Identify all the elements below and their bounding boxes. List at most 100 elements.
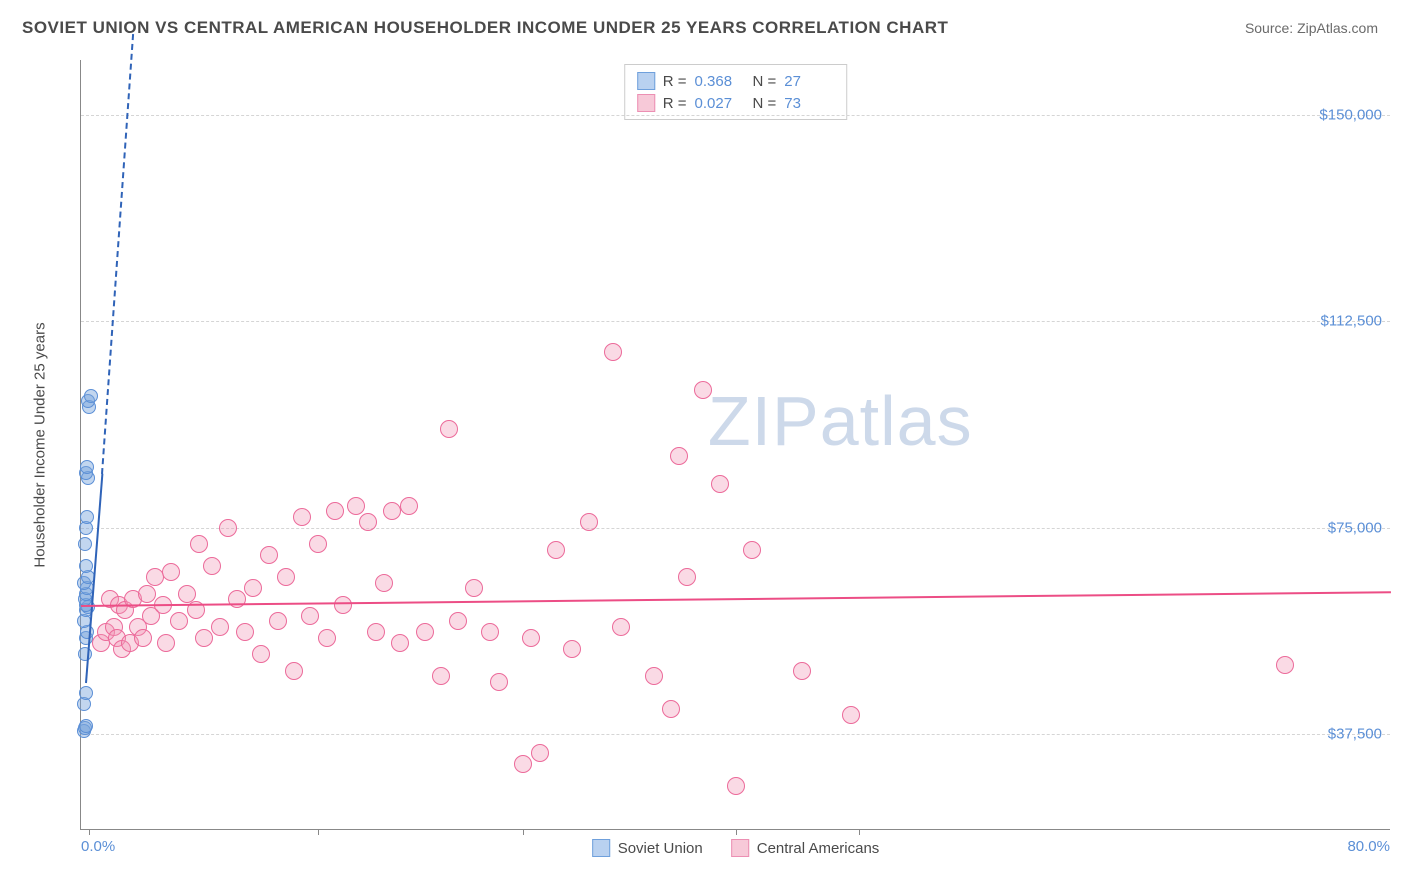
legend-r-value: 0.027 <box>695 95 745 112</box>
x-tick <box>318 829 319 835</box>
gridline <box>81 115 1390 116</box>
legend-row: R = 0.027 N = 73 <box>637 92 835 114</box>
data-point <box>190 535 208 553</box>
data-point <box>842 706 860 724</box>
data-point <box>79 719 93 733</box>
data-point <box>694 381 712 399</box>
data-point <box>80 460 94 474</box>
legend-row: R =0.368N =27 <box>637 70 835 92</box>
legend-n-value: 73 <box>784 95 834 112</box>
x-tick <box>859 829 860 835</box>
legend-item: Central Americans <box>731 839 880 857</box>
y-axis-label: Householder Income Under 25 years <box>32 322 49 567</box>
plot-area: ZIPatlas R =0.368N =27R =0.027N =73 Sovi… <box>80 60 1390 830</box>
y-tick-label: $112,500 <box>1321 313 1382 330</box>
data-point <box>78 647 92 661</box>
watermark: ZIPatlas <box>708 381 973 461</box>
data-point <box>236 623 254 641</box>
y-tick-label: $75,000 <box>1328 519 1382 536</box>
data-point <box>793 662 811 680</box>
chart-container: Householder Income Under 25 years ZIPatl… <box>50 60 1390 830</box>
data-point <box>662 700 680 718</box>
data-point <box>301 607 319 625</box>
trend-line-extension <box>101 33 134 473</box>
data-point <box>285 662 303 680</box>
y-tick-label: $150,000 <box>1319 107 1382 124</box>
data-point <box>416 623 434 641</box>
legend-swatch <box>637 94 655 112</box>
data-point <box>432 667 450 685</box>
data-point <box>309 535 327 553</box>
data-point <box>580 513 598 531</box>
data-point <box>269 612 287 630</box>
data-point <box>219 519 237 537</box>
data-point <box>1276 656 1294 674</box>
data-point <box>514 755 532 773</box>
legend-label: Soviet Union <box>618 840 703 857</box>
data-point <box>84 389 98 403</box>
data-point <box>203 557 221 575</box>
data-point <box>138 585 156 603</box>
data-point <box>391 634 409 652</box>
data-point <box>612 618 630 636</box>
data-point <box>367 623 385 641</box>
trend-line <box>81 591 1391 607</box>
chart-title: SOVIET UNION VS CENTRAL AMERICAN HOUSEHO… <box>22 18 948 38</box>
x-tick <box>736 829 737 835</box>
data-point <box>678 568 696 586</box>
data-point <box>359 513 377 531</box>
data-point <box>743 541 761 559</box>
legend-r-label: R = <box>663 73 687 90</box>
data-point <box>490 673 508 691</box>
gridline <box>81 734 1390 735</box>
data-point <box>195 629 213 647</box>
data-point <box>449 612 467 630</box>
data-point <box>711 475 729 493</box>
legend-item: Soviet Union <box>592 839 703 857</box>
data-point <box>157 634 175 652</box>
data-point <box>481 623 499 641</box>
data-point <box>531 744 549 762</box>
data-point <box>318 629 336 647</box>
gridline <box>81 528 1390 529</box>
data-point <box>522 629 540 647</box>
data-point <box>334 596 352 614</box>
gridline <box>81 321 1390 322</box>
data-point <box>260 546 278 564</box>
data-point <box>170 612 188 630</box>
data-point <box>604 343 622 361</box>
legend-n-value: 27 <box>784 73 834 90</box>
data-point <box>244 579 262 597</box>
data-point <box>146 568 164 586</box>
legend-n-label: N = <box>753 95 777 112</box>
data-point <box>252 645 270 663</box>
legend-r-label: R = <box>663 95 687 112</box>
legend-swatch <box>592 839 610 857</box>
data-point <box>78 537 92 551</box>
data-point <box>79 686 93 700</box>
data-point <box>211 618 229 636</box>
data-point <box>277 568 295 586</box>
legend-label: Central Americans <box>757 840 880 857</box>
y-tick-label: $37,500 <box>1328 725 1382 742</box>
chart-source: Source: ZipAtlas.com <box>1245 20 1378 36</box>
data-point <box>645 667 663 685</box>
x-axis-max-label: 80.0% <box>1347 838 1390 855</box>
legend-swatch <box>637 72 655 90</box>
x-tick <box>89 829 90 835</box>
chart-header: SOVIET UNION VS CENTRAL AMERICAN HOUSEHO… <box>0 0 1406 48</box>
x-axis-min-label: 0.0% <box>81 838 115 855</box>
data-point <box>547 541 565 559</box>
data-point <box>80 510 94 524</box>
legend-swatch <box>731 839 749 857</box>
data-point <box>400 497 418 515</box>
data-point <box>326 502 344 520</box>
data-point <box>79 559 93 573</box>
data-point <box>727 777 745 795</box>
data-point <box>293 508 311 526</box>
data-point <box>162 563 180 581</box>
data-point <box>383 502 401 520</box>
data-point <box>563 640 581 658</box>
correlation-legend: R =0.368N =27R =0.027N =73 <box>624 64 848 120</box>
x-tick <box>523 829 524 835</box>
